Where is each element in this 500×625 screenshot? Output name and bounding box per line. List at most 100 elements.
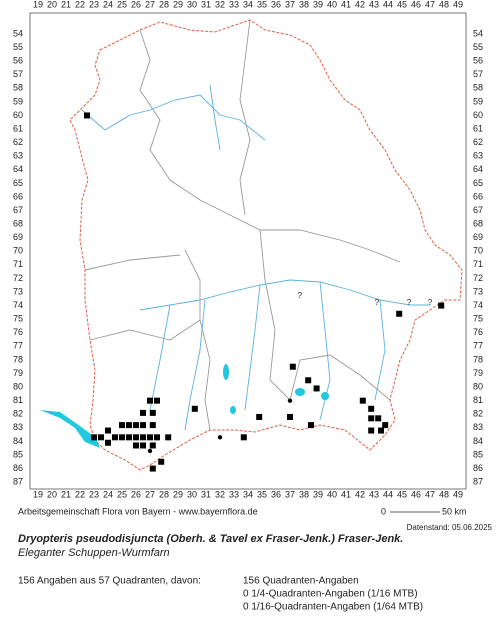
scale-end: 50 km <box>442 506 467 516</box>
credit: Arbeitsgemeinschaft Flora von Bayern - w… <box>18 506 258 516</box>
y-label-right: 59 <box>473 96 483 106</box>
record-square <box>191 405 198 412</box>
x-label-top: 47 <box>425 0 435 9</box>
x-label-bottom: 41 <box>341 489 351 499</box>
uncertain-record: ? <box>428 298 433 307</box>
x-label-top: 38 <box>299 0 309 9</box>
x-label-bottom: 40 <box>327 489 337 499</box>
x-label-bottom: 32 <box>215 489 225 499</box>
y-label-right: 64 <box>473 164 483 174</box>
x-label-top: 42 <box>355 0 365 9</box>
record-square <box>119 422 125 429</box>
lakes <box>40 364 329 448</box>
species-name: Dryopteris pseudodisjuncta (Oberh. & Tav… <box>18 533 403 545</box>
record-square <box>149 442 156 449</box>
x-label-top: 25 <box>117 0 127 9</box>
y-label-left: 78 <box>13 354 23 364</box>
district-borders <box>84 19 401 431</box>
y-label-left: 55 <box>13 42 23 52</box>
y-label-left: 63 <box>13 151 23 161</box>
x-label-bottom: 29 <box>173 489 183 499</box>
record-square <box>133 442 139 449</box>
y-label-right: 60 <box>473 110 483 120</box>
record-square <box>105 439 111 446</box>
x-label-top: 45 <box>397 0 407 9</box>
y-label-right: 71 <box>473 259 483 269</box>
record-square <box>305 377 312 384</box>
uncertain-record: ? <box>298 291 303 300</box>
scale-start: 0 <box>381 506 386 516</box>
y-label-left: 59 <box>13 96 23 106</box>
record-square <box>147 397 153 404</box>
x-label-bottom: 22 <box>75 489 85 499</box>
x-label-top: 39 <box>313 0 323 9</box>
y-label-right: 78 <box>473 354 483 364</box>
y-label-right: 85 <box>473 449 483 459</box>
record-square <box>368 427 375 434</box>
x-label-bottom: 48 <box>439 489 449 499</box>
uncertain-record: ? <box>407 298 412 307</box>
record-square <box>396 310 403 317</box>
x-label-top: 48 <box>439 0 449 9</box>
x-label-bottom: 34 <box>243 489 253 499</box>
y-label-left: 86 <box>13 463 23 473</box>
record-square <box>368 415 375 422</box>
x-label-top: 27 <box>145 0 155 9</box>
y-label-right: 62 <box>473 137 483 147</box>
y-label-right: 86 <box>473 463 483 473</box>
x-label-bottom: 35 <box>257 489 267 499</box>
x-label-bottom: 20 <box>47 489 57 499</box>
y-label-left: 76 <box>13 327 23 337</box>
x-label-bottom: 23 <box>89 489 99 499</box>
x-label-top: 22 <box>75 0 85 9</box>
x-label-top: 20 <box>47 0 57 9</box>
common-name: Eleganter Schuppen-Wurmfarn <box>18 547 170 559</box>
x-label-bottom: 30 <box>187 489 197 499</box>
y-label-right: 68 <box>473 218 483 228</box>
x-label-top: 32 <box>215 0 225 9</box>
record-square <box>140 409 146 416</box>
record-square <box>359 397 366 404</box>
record-square <box>147 434 153 441</box>
x-label-bottom: 43 <box>369 489 379 499</box>
record-square <box>158 458 165 465</box>
x-label-top: 41 <box>341 0 351 9</box>
record-square <box>133 434 139 441</box>
record-square <box>289 363 296 370</box>
y-label-right: 76 <box>473 327 483 337</box>
rivers <box>81 84 430 431</box>
record-square <box>165 434 172 441</box>
x-label-bottom: 46 <box>411 489 421 499</box>
y-label-right: 73 <box>473 286 483 296</box>
record-circle <box>287 398 293 403</box>
y-label-left: 70 <box>13 246 23 256</box>
x-label-bottom: 44 <box>383 489 393 499</box>
record-square <box>126 434 132 441</box>
y-label-left: 75 <box>13 314 23 324</box>
record-square <box>375 415 382 422</box>
map-frame <box>29 12 467 490</box>
x-label-top: 34 <box>243 0 253 9</box>
record-square <box>149 409 156 416</box>
x-label-top: 46 <box>411 0 421 9</box>
y-label-right: 77 <box>473 341 483 351</box>
record-square <box>149 465 156 472</box>
record-square <box>287 413 293 420</box>
record-square <box>313 385 320 392</box>
y-label-left: 72 <box>13 273 23 283</box>
y-label-right: 70 <box>473 246 483 256</box>
x-label-top: 33 <box>229 0 239 9</box>
x-label-top: 19 <box>33 0 43 9</box>
x-label-top: 30 <box>187 0 197 9</box>
y-label-left: 87 <box>13 477 23 487</box>
y-label-left: 82 <box>13 409 23 419</box>
x-label-bottom: 24 <box>103 489 113 499</box>
y-label-left: 67 <box>13 205 23 215</box>
y-label-left: 77 <box>13 341 23 351</box>
date: Datenstand: 05.06.2025 <box>407 523 493 532</box>
y-label-right: 87 <box>473 477 483 487</box>
x-label-bottom: 47 <box>425 489 435 499</box>
y-label-left: 64 <box>13 164 23 174</box>
state-border <box>69 19 463 471</box>
y-label-left: 71 <box>13 259 23 269</box>
